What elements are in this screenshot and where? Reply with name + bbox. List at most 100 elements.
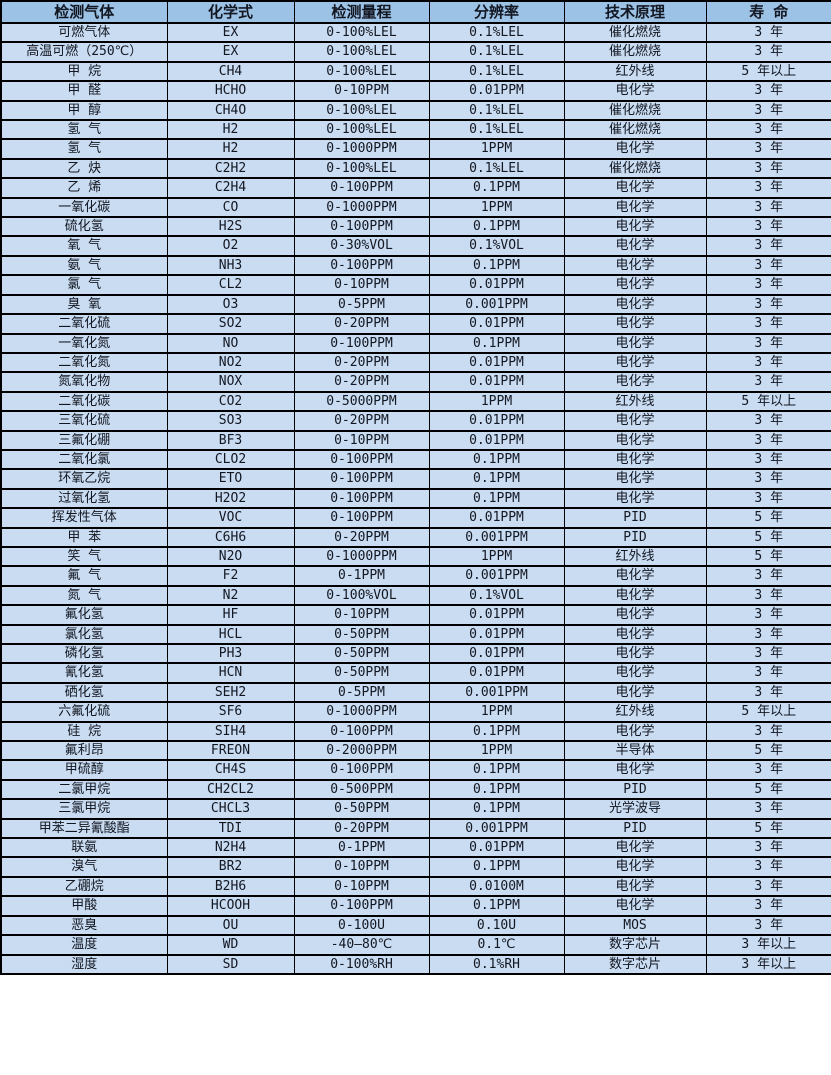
gas-cell: 恶臭 [0, 914, 168, 937]
gas-cell: 氢 气 [0, 119, 168, 141]
resolution-cell: 0.1PPM [428, 759, 565, 781]
formula-cell: PH3 [166, 642, 295, 665]
principle-cell: 电化学 [563, 837, 707, 859]
resolution-cell: 0.1PPM [428, 448, 565, 471]
resolution-cell: 0.01PPM [428, 410, 565, 432]
range-cell: 0-1PPM [293, 837, 430, 859]
principle-cell: 电化学 [563, 895, 707, 917]
table-row: 湿度 SD 0-100%RH 0.1%RH 数字芯片 3 年以上 [0, 953, 831, 975]
range-cell: 0-100%LEL [293, 157, 430, 180]
lifespan-cell: 5 年 [705, 526, 831, 548]
formula-cell: CO [166, 196, 295, 219]
table-row: 硫化氢 H2S 0-100PPM 0.1PPM 电化学 3 年 [0, 216, 831, 238]
table-row: 甲 醛 HCHO 0-10PPM 0.01PPM 电化学 3 年 [0, 80, 831, 102]
gas-cell: 甲苯二异氰酸酯 [0, 817, 168, 840]
table-row: 甲酸 HCOOH 0-100PPM 0.1PPM 电化学 3 年 [0, 895, 831, 917]
principle-cell: 电化学 [563, 720, 707, 743]
lifespan-cell: 5 年 [705, 740, 831, 762]
resolution-cell: 0.1%VOL [428, 235, 565, 257]
lifespan-cell: 3 年 [705, 662, 831, 684]
lifespan-cell: 3 年 [705, 875, 831, 898]
resolution-cell: 0.1PPM [428, 895, 565, 917]
lifespan-cell: 3 年 [705, 448, 831, 471]
table-row: 联氨 N2H4 0-1PPM 0.01PPM 电化学 3 年 [0, 837, 831, 859]
lifespan-cell: 3 年 [705, 157, 831, 180]
table-row: 磷化氢 PH3 0-50PPM 0.01PPM 电化学 3 年 [0, 642, 831, 665]
formula-cell: HCHO [166, 80, 295, 102]
gas-cell: 乙 烯 [0, 177, 168, 199]
lifespan-cell: 3 年 [705, 798, 831, 820]
table-row: 氨 气 NH3 0-100PPM 0.1PPM 电化学 3 年 [0, 254, 831, 277]
gas-cell: 氯化氢 [0, 623, 168, 646]
formula-cell: N2 [166, 584, 295, 607]
table-row: 硅 烷 SIH4 0-100PPM 0.1PPM 电化学 3 年 [0, 720, 831, 743]
range-cell: 0-100%LEL [293, 99, 430, 122]
column-header-gas: 检测气体 [0, 0, 168, 24]
gas-cell: 挥发性气体 [0, 507, 168, 529]
table-row: 二氧化硫 SO2 0-20PPM 0.01PPM 电化学 3 年 [0, 313, 831, 335]
formula-cell: O3 [166, 293, 295, 316]
formula-cell: SD [166, 953, 295, 975]
principle-cell: 电化学 [563, 487, 707, 510]
table-row: 硒化氢 SEH2 0-5PPM 0.001PPM 电化学 3 年 [0, 681, 831, 704]
principle-cell: 电化学 [563, 274, 707, 296]
column-header-formula: 化学式 [166, 0, 295, 24]
range-cell: 0-100PPM [293, 254, 430, 277]
table-row: 二氧化氮 NO2 0-20PPM 0.01PPM 电化学 3 年 [0, 351, 831, 374]
table-row: 高温可燃（250℃） EX 0-100%LEL 0.1%LEL 催化燃烧 3 年 [0, 41, 831, 63]
principle-cell: PID [563, 817, 707, 840]
formula-cell: H2S [166, 216, 295, 238]
table-row: 二氧化碳 CO2 0-5000PPM 1PPM 红外线 5 年以上 [0, 390, 831, 413]
table-row: 三氟化硼 BF3 0-10PPM 0.01PPM 电化学 3 年 [0, 429, 831, 451]
table-row: 氮 气 N2 0-100%VOL 0.1%VOL 电化学 3 年 [0, 584, 831, 607]
table-row: 臭 氧 O3 0-5PPM 0.001PPM 电化学 3 年 [0, 293, 831, 316]
lifespan-cell: 3 年 [705, 487, 831, 510]
principle-cell: 电化学 [563, 623, 707, 646]
principle-cell: 红外线 [563, 60, 707, 83]
resolution-cell: 0.01PPM [428, 429, 565, 451]
gas-cell: 氨 气 [0, 254, 168, 277]
table-row: 一氧化碳 CO 0-1000PPM 1PPM 电化学 3 年 [0, 196, 831, 219]
gas-cell: 氟化氢 [0, 604, 168, 626]
gas-cell: 湿度 [0, 953, 168, 975]
principle-cell: PID [563, 526, 707, 548]
lifespan-cell: 3 年 [705, 274, 831, 296]
range-cell: 0-10PPM [293, 429, 430, 451]
principle-cell: 电化学 [563, 80, 707, 102]
range-cell: 0-5PPM [293, 681, 430, 704]
principle-cell: 电化学 [563, 371, 707, 393]
principle-cell: 电化学 [563, 410, 707, 432]
gas-cell: 一氧化氮 [0, 332, 168, 354]
resolution-cell: 0.1PPM [428, 778, 565, 801]
formula-cell: HCL [166, 623, 295, 646]
gas-cell: 溴气 [0, 856, 168, 878]
lifespan-cell: 3 年 [705, 759, 831, 781]
lifespan-cell: 3 年 [705, 119, 831, 141]
gas-cell: 甲 醇 [0, 99, 168, 122]
gas-cell: 甲 烷 [0, 60, 168, 83]
range-cell: 0-20PPM [293, 410, 430, 432]
formula-cell: H2O2 [166, 487, 295, 510]
range-cell: 0-1000PPM [293, 196, 430, 219]
principle-cell: 催化燃烧 [563, 157, 707, 180]
formula-cell: HCN [166, 662, 295, 684]
formula-cell: TDI [166, 817, 295, 840]
principle-cell: 电化学 [563, 856, 707, 878]
table-row: 乙 炔 C2H2 0-100%LEL 0.1%LEL 催化燃烧 3 年 [0, 157, 831, 180]
table-row: 恶臭 OU 0-100U 0.10U MOS 3 年 [0, 914, 831, 937]
range-cell: 0-100%LEL [293, 60, 430, 83]
formula-cell: F2 [166, 565, 295, 587]
resolution-cell: 1PPM [428, 390, 565, 413]
lifespan-cell: 3 年 [705, 720, 831, 743]
lifespan-cell: 3 年以上 [705, 953, 831, 975]
formula-cell: NOX [166, 371, 295, 393]
table-row: 甲 醇 CH4O 0-100%LEL 0.1%LEL 催化燃烧 3 年 [0, 99, 831, 122]
gas-cell: 氟 气 [0, 565, 168, 587]
table-row: 六氟化硫 SF6 0-1000PPM 1PPM 红外线 5 年以上 [0, 701, 831, 723]
range-cell: 0-100PPM [293, 177, 430, 199]
gas-cell: 氯 气 [0, 274, 168, 296]
range-cell: 0-100PPM [293, 216, 430, 238]
range-cell: 0-10PPM [293, 604, 430, 626]
principle-cell: 催化燃烧 [563, 99, 707, 122]
lifespan-cell: 3 年 [705, 856, 831, 878]
